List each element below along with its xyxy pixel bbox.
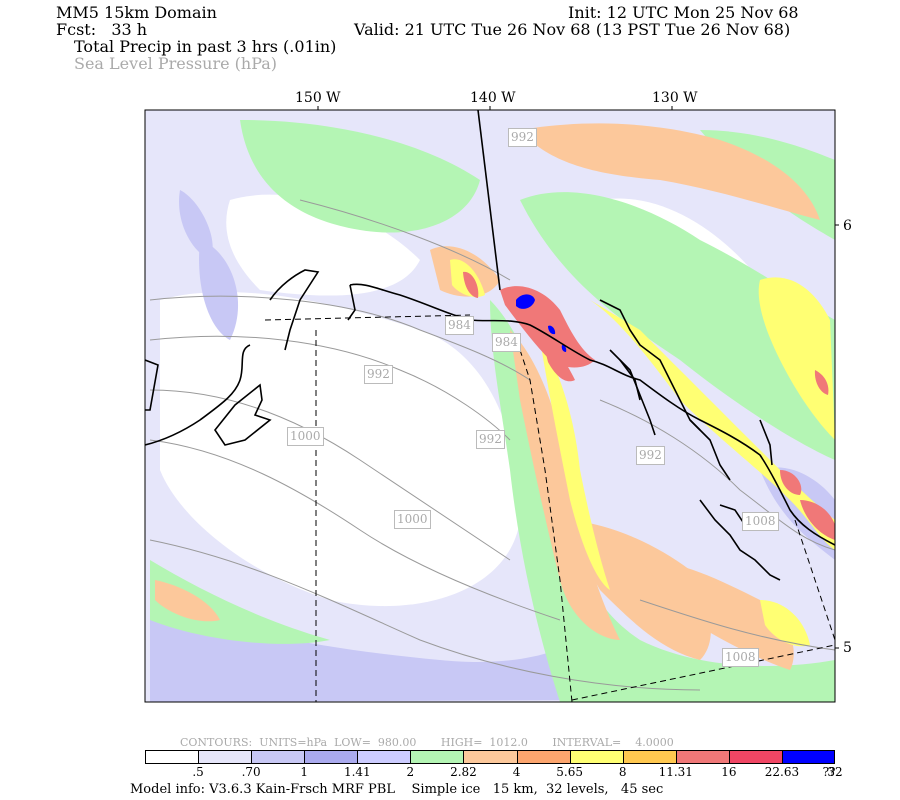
model-info: Model info: V3.6.3 Kain-Frsch MRF PBL Si… (130, 782, 664, 797)
isobar-label: 1008 (742, 512, 779, 531)
isobar-label: 992 (476, 430, 505, 449)
legend-label: ?? (822, 765, 836, 779)
legend-swatch (198, 750, 252, 764)
lon-label-130w: 130 W (652, 90, 698, 106)
lon-label-140w: 140 W (470, 90, 516, 106)
precip-blue-layer (516, 294, 567, 352)
lat-label-lower: 5 (843, 640, 852, 656)
legend-label: .70 (241, 765, 261, 779)
legend-label: 11.31 (658, 765, 693, 779)
precip-medium-layer (150, 190, 835, 702)
legend-swatch (357, 750, 411, 764)
legend-label: 4 (512, 765, 521, 779)
isobar-label: 992 (636, 446, 665, 465)
domain-title: MM5 15km Domain (56, 3, 217, 22)
isobar-label: 1000 (287, 427, 324, 446)
isobar-label: 984 (445, 316, 474, 335)
legend-swatch (304, 750, 358, 764)
legend-swatch (516, 750, 570, 764)
clear-region-north (226, 194, 420, 296)
isobar-label: 992 (364, 365, 393, 384)
legend-swatch (781, 750, 835, 764)
legend-swatch (728, 750, 782, 764)
legend-label: 1 (300, 765, 309, 779)
legend-label: 8 (618, 765, 627, 779)
legend-label: 32 (827, 765, 843, 779)
isobar-label: 1000 (394, 510, 431, 529)
legend-swatch (675, 750, 729, 764)
valid-time: Valid: 21 UTC Tue 26 Nov 68 (13 PST Tue … (354, 20, 791, 39)
legend-swatch (410, 750, 464, 764)
forecast-hour: Fcst: 33 h (56, 20, 148, 39)
legend-label: 5.65 (556, 765, 583, 779)
legend-label: 1.41 (343, 765, 371, 779)
lon-label-150w: 150 W (295, 90, 341, 106)
legend-swatch (145, 750, 199, 764)
legend-swatch (569, 750, 623, 764)
isobar-label: 992 (508, 128, 537, 147)
legend-label: 16 (721, 765, 737, 779)
isobar-label: 1008 (722, 648, 759, 667)
legend-label: .5 (192, 765, 204, 779)
legend-swatch (463, 750, 517, 764)
contours-info: CONTOURS: UNITS=hPa LOW= 980.00 HIGH= 10… (180, 736, 674, 749)
field-title-precip: Total Precip in past 3 hrs (.01in) (74, 37, 337, 56)
isobar-label: 984 (492, 333, 521, 352)
isobar-lines (149, 199, 835, 691)
legend-swatch (251, 750, 305, 764)
boundary-dashed (264, 314, 835, 702)
coastlines (145, 110, 835, 581)
map-ticks (317, 106, 839, 649)
legend-label: 22.63 (764, 765, 800, 779)
legend-label: 2.82 (450, 765, 477, 779)
lat-label-upper: 6 (843, 218, 852, 234)
field-title-slp: Sea Level Pressure (hPa) (74, 54, 278, 73)
legend-label: 2 (406, 765, 415, 779)
legend-swatch (622, 750, 676, 764)
init-time: Init: 12 UTC Mon 25 Nov 68 (568, 3, 799, 22)
